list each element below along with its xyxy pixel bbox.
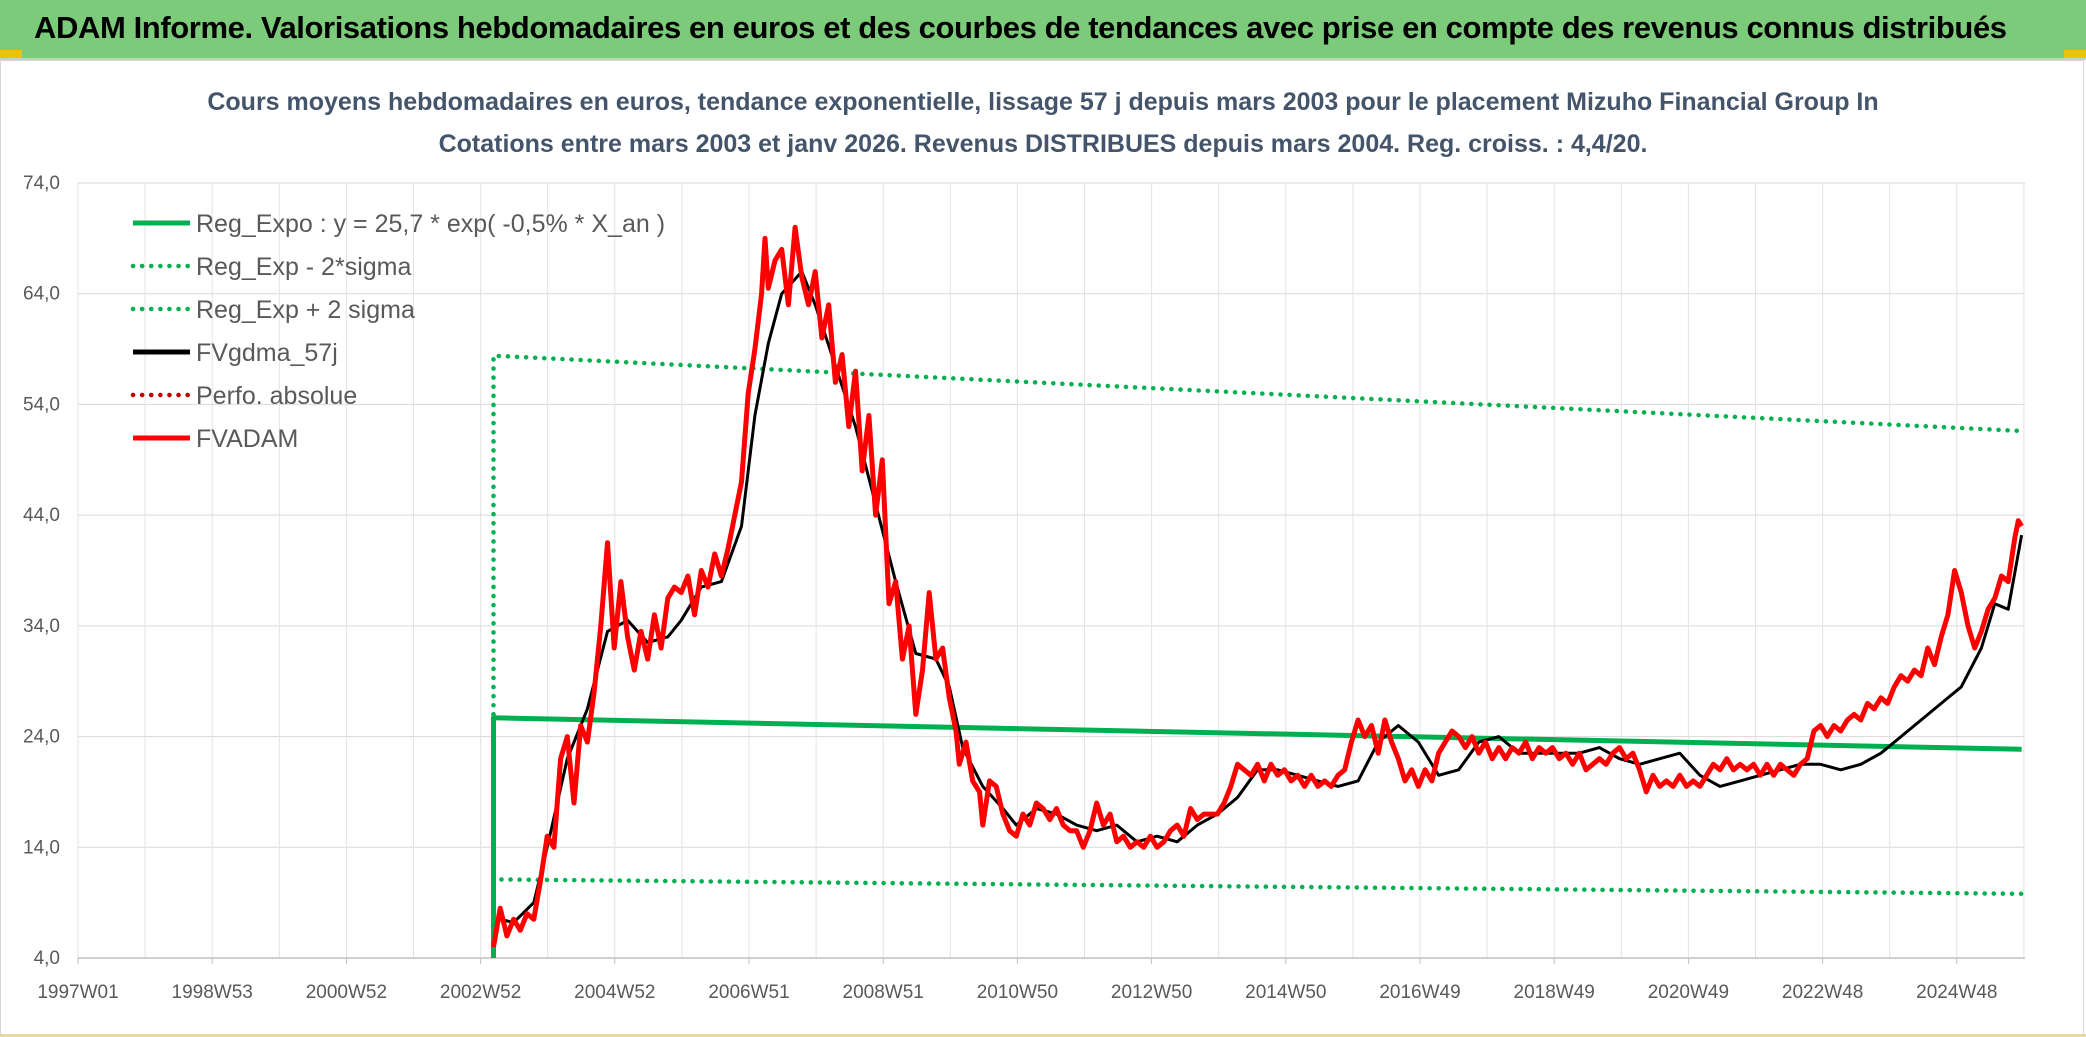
legend-label: Perfo. absolue xyxy=(196,382,357,410)
y-tick-label: 64,0 xyxy=(23,284,60,305)
series-line-3 xyxy=(499,270,2024,925)
series-line-5 xyxy=(491,224,2024,948)
x-tick-label: 1998W53 xyxy=(172,982,253,1003)
x-tick-label: 2020W49 xyxy=(1648,982,1729,1003)
chart-title: Cours moyens hebdomadaires en euros, ten… xyxy=(207,88,1879,116)
series-line-2 xyxy=(491,353,2024,717)
x-tick-label: 2010W50 xyxy=(977,982,1058,1003)
header-banner: ADAM Informe. Valorisations hebdomadaire… xyxy=(0,0,2086,60)
banner-accent-left xyxy=(0,50,22,58)
y-tick-label: 14,0 xyxy=(23,837,60,858)
x-tick-label: 1997W01 xyxy=(37,982,118,1003)
x-tick-label: 2022W48 xyxy=(1782,982,1863,1003)
y-tick-label: 54,0 xyxy=(23,394,60,415)
report-title: ADAM Informe. Valorisations hebdomadaire… xyxy=(34,10,2007,45)
x-tick-label: 2014W50 xyxy=(1245,982,1326,1003)
legend-label: FVADAM xyxy=(196,425,298,453)
banner-accent-right xyxy=(2064,50,2086,58)
x-tick-label: 2002W52 xyxy=(440,982,521,1003)
legend-label: Reg_Expo : y = 25,7 * exp( -0,5% * X_an … xyxy=(196,210,665,238)
y-tick-label: 4,0 xyxy=(34,948,60,969)
x-tick-label: 2016W49 xyxy=(1379,982,1460,1003)
x-tick-label: 2006W51 xyxy=(708,982,789,1003)
x-tick-label: 2000W52 xyxy=(306,982,387,1003)
y-tick-label: 44,0 xyxy=(23,505,60,526)
bottom-border xyxy=(0,1034,2086,1037)
x-tick-label: 2012W50 xyxy=(1111,982,1192,1003)
y-tick-label: 34,0 xyxy=(23,616,60,637)
y-tick-label: 24,0 xyxy=(23,727,60,748)
chart-subtitle: Cotations entre mars 2003 et janv 2026. … xyxy=(438,130,1648,158)
series-line-1 xyxy=(491,712,2024,897)
x-tick-label: 2008W51 xyxy=(843,982,924,1003)
x-tick-label: 2024W48 xyxy=(1916,982,1997,1003)
x-tick-label: 2004W52 xyxy=(574,982,655,1003)
series-line-0 xyxy=(491,715,2022,958)
legend-label: Reg_Exp - 2*sigma xyxy=(196,253,411,281)
x-tick-label: 2018W49 xyxy=(1514,982,1595,1003)
legend-label: FVgdma_57j xyxy=(196,339,338,367)
y-tick-label: 74,0 xyxy=(23,173,60,194)
legend-label: Reg_Exp + 2 sigma xyxy=(196,296,415,324)
